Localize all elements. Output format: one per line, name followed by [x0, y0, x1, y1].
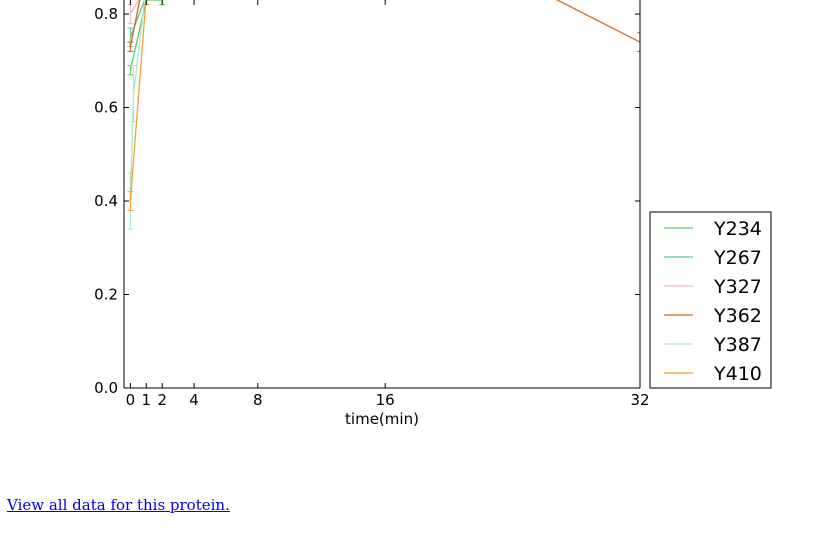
- series-layer: [127, 0, 640, 230]
- x-tick-label: 4: [189, 391, 199, 409]
- y-tick-label: 0.4: [94, 192, 118, 210]
- legend-item-Y362: Y362: [664, 305, 762, 327]
- x-tick-label: 1: [142, 391, 152, 409]
- series-Y234: [127, 0, 166, 76]
- series-Y362: [127, 0, 640, 52]
- legend-label: Y327: [713, 276, 762, 298]
- legend-label: Y362: [713, 305, 762, 327]
- x-tick-label: 32: [630, 391, 649, 409]
- y-tick-label: 0.8: [94, 5, 118, 23]
- y-tick-label: 0.6: [94, 99, 118, 117]
- x-tick-label: 2: [157, 391, 167, 409]
- axes: 0 1 2 4 8 16 32 0.0 0.2 0.4 0.6 0.8: [94, 0, 650, 409]
- series-line: [129, 0, 140, 15]
- legend: Y234 Y267 Y327 Y362 Y387 Y410: [649, 211, 772, 389]
- series-line: [129, 0, 163, 71]
- x-axis-label: time(min): [345, 410, 419, 428]
- series-line: [129, 0, 147, 202]
- legend-item-Y410: Y410: [664, 363, 762, 385]
- x-tick-label: 8: [253, 391, 263, 409]
- view-all-data-link[interactable]: View all data for this protein.: [7, 496, 230, 514]
- legend-item-Y267: Y267: [664, 247, 762, 269]
- legend-label: Y267: [713, 247, 762, 269]
- legend-label: Y410: [713, 363, 762, 385]
- x-tick-label: 16: [376, 391, 395, 409]
- series-line: [129, 0, 640, 47]
- legend-label: Y234: [713, 218, 762, 240]
- legend-item-Y234: Y234: [664, 218, 762, 240]
- y-tick-label: 0.2: [94, 286, 118, 304]
- legend-item-Y327: Y327: [664, 276, 762, 298]
- y-tick-label: 0.0: [94, 379, 118, 397]
- x-tick-label: 0: [126, 391, 136, 409]
- legend-label: Y387: [713, 334, 762, 356]
- legend-box: [649, 211, 772, 389]
- legend-item-Y387: Y387: [664, 334, 762, 356]
